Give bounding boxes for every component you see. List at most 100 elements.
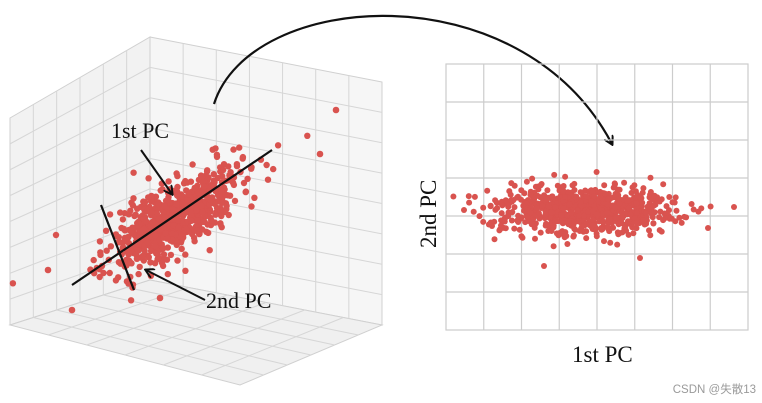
scatter-point-2d: [535, 210, 542, 217]
scatter-point-2d: [575, 212, 582, 219]
scatter-point-2d: [543, 221, 550, 228]
scatter-point-3d: [251, 194, 258, 201]
scatter-point-2d: [658, 196, 665, 203]
scatter-point-3d: [97, 249, 104, 256]
scatter-point-2d: [583, 220, 590, 227]
scatter-point-2d: [559, 231, 566, 238]
scatter-point-3d: [193, 207, 200, 214]
scatter-point-2d: [550, 243, 557, 250]
scatter-point-3d: [128, 228, 135, 235]
scatter-point-2d: [544, 187, 551, 194]
scatter-point-3d: [236, 144, 243, 151]
scatter-point-3d: [174, 188, 181, 195]
scatter-point-2d: [604, 196, 611, 203]
scatter-point-3d: [185, 191, 192, 198]
scatter-point-2d: [618, 219, 625, 226]
scatter-point-3d: [163, 256, 171, 263]
scatter-point-3d: [127, 259, 134, 266]
scatter-point-2d: [527, 192, 534, 198]
scatter-point-3d: [127, 207, 134, 214]
scatter-point-3d: [217, 207, 224, 215]
scatter-point-3d: [115, 239, 123, 246]
scatter-point-2d: [537, 182, 544, 189]
scatter-point-3d: [133, 255, 141, 262]
scatter-point-2d: [631, 215, 638, 222]
scatter-point-2d: [461, 207, 467, 213]
scatter-point-2d: [612, 194, 619, 201]
watermark: CSDN @失散13: [672, 384, 756, 396]
scatter-point-2d: [639, 189, 646, 196]
scatter-point-3d: [120, 225, 127, 232]
scatter-point-3d: [141, 198, 149, 206]
scatter-point-3d: [144, 239, 152, 246]
scatter-point-3d: [174, 172, 181, 180]
scatter-point-2d: [524, 207, 531, 214]
scatter-point-2d: [585, 208, 591, 215]
scatter-point-2d: [574, 207, 581, 214]
scatter-point-2d: [673, 207, 680, 214]
scatter-point-3d: [199, 208, 206, 216]
scatter-point-3d: [230, 146, 237, 153]
scatter-point-3d: [159, 262, 167, 270]
scatter-point-2d: [489, 223, 495, 229]
scatter-point-2d: [601, 238, 607, 245]
scatter-point-2d: [615, 231, 622, 238]
scatter-point-2d: [647, 232, 654, 239]
scatter-point-2d: [606, 216, 613, 223]
second-pc-axis-line: [99, 204, 136, 291]
scatter-point-2d: [551, 171, 558, 178]
scatter-point-2d: [644, 203, 651, 210]
scatter-point-3d: [168, 230, 176, 237]
scatter-point-2d: [583, 235, 590, 242]
scatter-point-3d: [182, 251, 189, 258]
scatter-point-3d: [107, 243, 115, 250]
scatter-point-3d: [177, 239, 185, 246]
scatter-point-3d: [195, 189, 203, 196]
scatter-point-2d: [508, 217, 515, 224]
scatter-point-3d: [203, 168, 211, 175]
scatter-point-3d: [179, 193, 186, 200]
scatter-point-2d: [593, 169, 600, 175]
scatter-point-3d: [263, 161, 270, 169]
scatter-point-3d: [96, 273, 103, 281]
scatter-point-2d: [501, 218, 508, 225]
scatter-point-2d: [576, 228, 583, 234]
scatter-point-2d: [591, 193, 598, 200]
scatter-point-3d: [145, 194, 152, 201]
scatter-point-2d: [562, 194, 568, 200]
scatter-point-3d: [165, 197, 172, 204]
scatter-point-2d: [558, 218, 565, 225]
3d-plot-box: [8, 36, 384, 386]
scatter-point-3d: [153, 250, 160, 257]
scatter-point-3d: [270, 165, 277, 173]
scatter-point-2d: [669, 199, 676, 206]
scatter-point-3d: [130, 195, 137, 202]
scatter-point-2d: [498, 210, 505, 217]
scatter-point-3d: [153, 210, 161, 217]
scatter-point-3d: [9, 280, 17, 287]
scatter-point-3d: [218, 199, 225, 207]
scatter-point-2d: [647, 189, 654, 195]
scatter-point-2d: [505, 213, 512, 220]
scatter-point-3d: [165, 178, 172, 185]
scatter-point-3d: [155, 215, 163, 222]
scatter-point-2d: [554, 182, 561, 189]
y-axis-label: 2nd PC: [416, 179, 441, 248]
scatter-point-2d: [640, 217, 647, 224]
scatter-point-2d: [465, 193, 472, 200]
scatter-point-3d: [174, 257, 181, 264]
scatter-point-3d: [96, 238, 104, 245]
scatter-point-2d: [450, 193, 457, 200]
scatter-point-3d: [225, 163, 232, 170]
scatter-point-2d: [647, 174, 654, 181]
scatter-point-3d: [102, 227, 110, 234]
scatter-point-2d: [590, 216, 597, 223]
scatter-point-2d: [508, 197, 515, 204]
scatter-point-3d: [178, 245, 185, 253]
scatter-point-3d: [164, 270, 171, 278]
scatter-point-2d: [532, 183, 539, 190]
scatter-point-2d: [683, 214, 690, 221]
scatter-point-3d: [231, 197, 239, 205]
scatter-point-3d: [163, 235, 171, 242]
scatter-point-2d: [672, 194, 679, 201]
